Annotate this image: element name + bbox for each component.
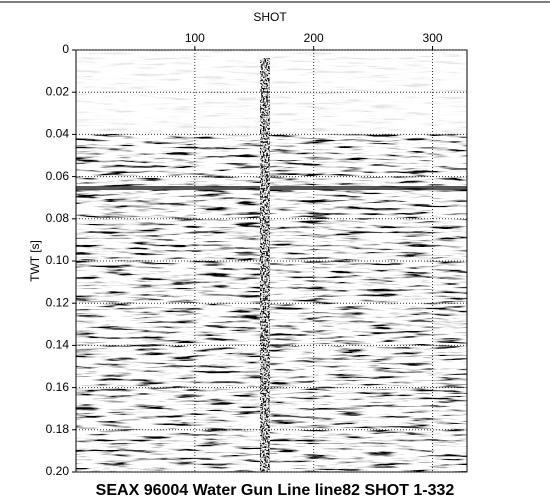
x-axis-label: SHOT <box>253 10 287 24</box>
y-tick-label: 0.04 <box>46 127 70 141</box>
seafloor-band <box>76 186 467 190</box>
y-tick-label: 0.16 <box>46 380 70 394</box>
chart-title: SEAX 96004 Water Gun Line line82 SHOT 1-… <box>96 482 455 499</box>
y-tick-label: 0.18 <box>46 422 70 436</box>
y-tick-label: 0.14 <box>46 338 70 352</box>
x-tick-label: 200 <box>304 31 324 45</box>
y-axis-label: TWT [s] <box>28 240 42 282</box>
y-tick-label: 0.02 <box>46 84 70 98</box>
y-tick-label: 0.20 <box>46 464 70 478</box>
y-tick-label: 0.08 <box>46 211 70 225</box>
x-tick-label: 300 <box>423 31 443 45</box>
noisy-trace <box>260 58 270 472</box>
y-tick-label: 0.06 <box>46 169 70 183</box>
x-tick-label: 100 <box>185 31 205 45</box>
y-tick-label: 0.10 <box>46 253 70 267</box>
y-tick-label: 0.12 <box>46 295 70 309</box>
y-tick-label: 0 <box>62 42 69 56</box>
